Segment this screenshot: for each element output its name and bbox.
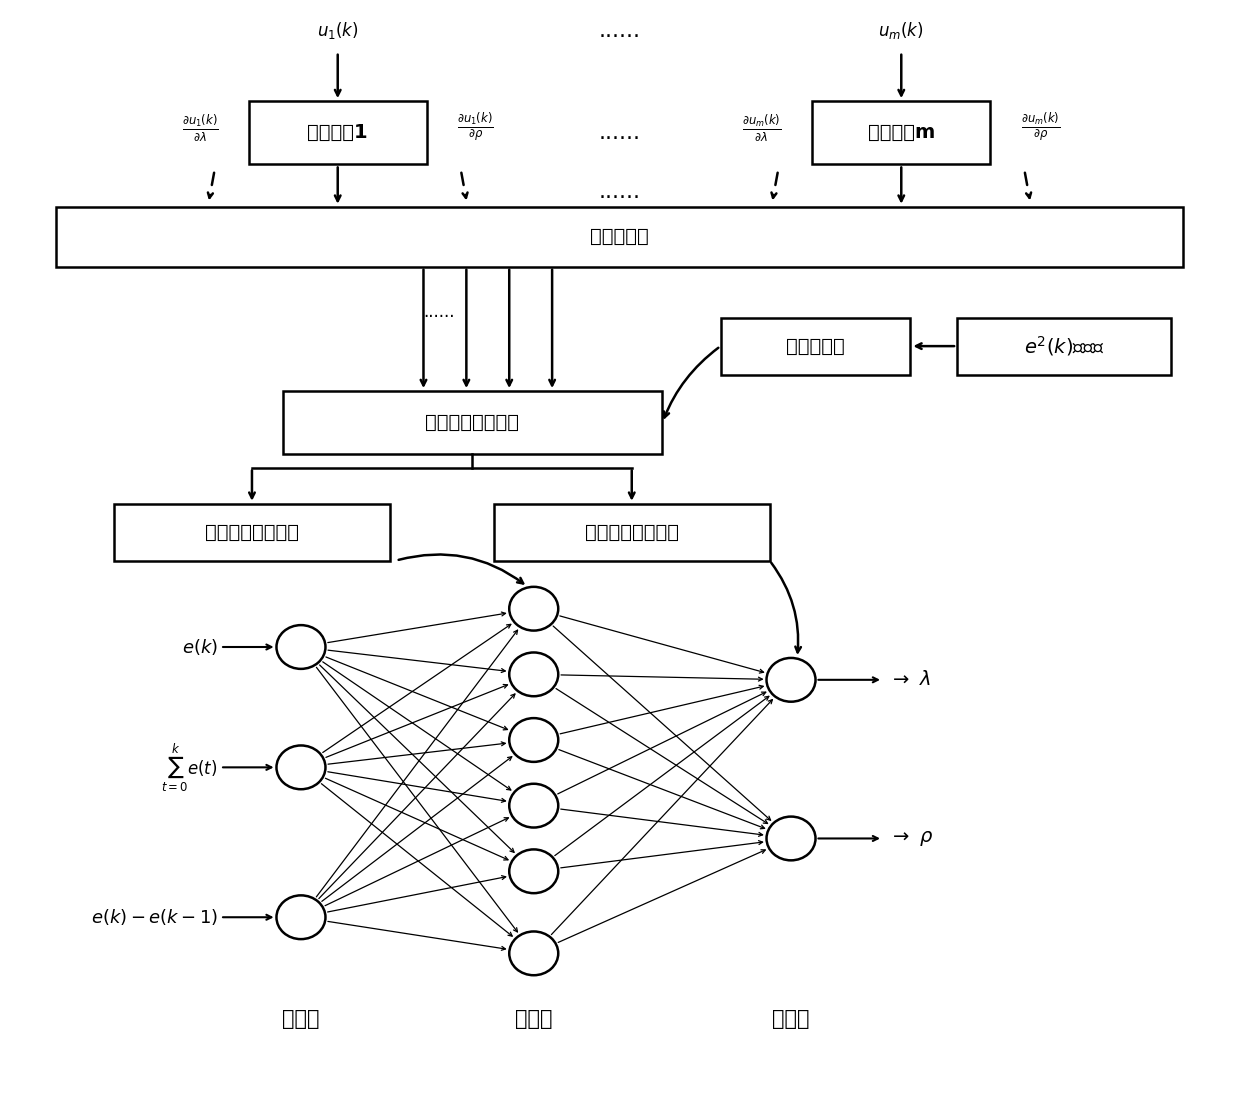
Text: $u_m(k)$: $u_m(k)$ <box>878 20 924 41</box>
Bar <box>957 318 1171 375</box>
Circle shape <box>509 653 559 696</box>
Bar <box>494 504 769 561</box>
Text: ......: ...... <box>598 182 641 202</box>
Bar <box>249 101 426 164</box>
Circle shape <box>509 850 559 893</box>
Text: 梯度下降法: 梯度下降法 <box>786 337 845 356</box>
Text: $e^2(k)$最小化: $e^2(k)$最小化 <box>1025 335 1104 358</box>
Text: 隐含层: 隐含层 <box>515 1009 553 1029</box>
Text: $\frac{\partial u_1(k)}{\partial \rho}$: $\frac{\partial u_1(k)}{\partial \rho}$ <box>457 111 494 144</box>
Text: 更新输出层权系数: 更新输出层权系数 <box>585 523 679 542</box>
Bar <box>721 318 911 375</box>
Bar <box>56 206 1183 267</box>
Bar <box>282 391 663 454</box>
Text: ......: ...... <box>422 304 455 321</box>
Circle shape <box>276 625 326 669</box>
Bar <box>114 504 390 561</box>
Circle shape <box>276 895 326 940</box>
Text: $\rightarrow$ $\lambda$: $\rightarrow$ $\lambda$ <box>890 670 930 689</box>
Text: $e(k)-e(k-1)$: $e(k)-e(k-1)$ <box>90 907 218 927</box>
Bar <box>813 101 990 164</box>
Text: ......: ...... <box>598 123 641 143</box>
Text: $\rightarrow$ $\rho$: $\rightarrow$ $\rho$ <box>890 829 933 848</box>
Text: 梯度信息1: 梯度信息1 <box>307 123 368 142</box>
Text: 输入层: 输入层 <box>282 1009 320 1029</box>
Text: 梯度信息集: 梯度信息集 <box>590 227 649 246</box>
Circle shape <box>509 932 559 975</box>
Circle shape <box>767 817 815 860</box>
Text: 梯度信息m: 梯度信息m <box>867 123 935 142</box>
Circle shape <box>509 783 559 828</box>
Circle shape <box>276 746 326 789</box>
Text: $\sum_{t=0}^{k}e(t)$: $\sum_{t=0}^{k}e(t)$ <box>161 741 218 793</box>
Circle shape <box>509 718 559 762</box>
Text: $\frac{\partial u_m(k)}{\partial \rho}$: $\frac{\partial u_m(k)}{\partial \rho}$ <box>1021 111 1061 144</box>
Text: ......: ...... <box>598 21 641 41</box>
Circle shape <box>509 587 559 630</box>
Text: 输出层: 输出层 <box>772 1009 810 1029</box>
Text: $u_1(k)$: $u_1(k)$ <box>317 20 358 41</box>
Text: $e(k)$: $e(k)$ <box>182 637 218 657</box>
Text: $\frac{\partial u_m(k)}{\partial \lambda}$: $\frac{\partial u_m(k)}{\partial \lambda… <box>742 112 782 143</box>
Text: 系统误差反向传播: 系统误差反向传播 <box>425 413 519 432</box>
Text: 更新隐含层权系数: 更新隐含层权系数 <box>204 523 299 542</box>
Circle shape <box>767 658 815 701</box>
Text: $\frac{\partial u_1(k)}{\partial \lambda}$: $\frac{\partial u_1(k)}{\partial \lambda… <box>182 112 218 143</box>
